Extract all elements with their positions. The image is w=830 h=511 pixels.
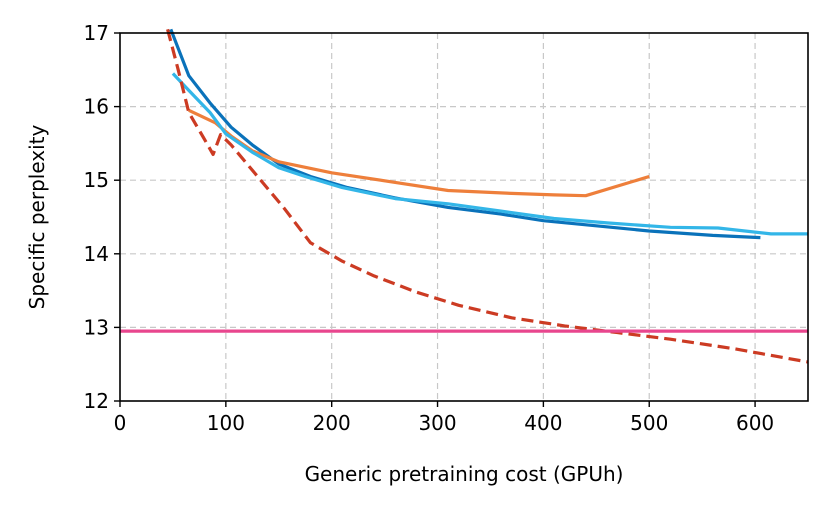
x-tick-label: 200 bbox=[313, 411, 351, 435]
series-orange-line bbox=[188, 108, 650, 198]
series-group bbox=[120, 28, 809, 364]
x-tick-label: 100 bbox=[207, 411, 245, 435]
series-red-dashed-line bbox=[166, 28, 809, 364]
y-tick-label: 17 bbox=[84, 21, 109, 45]
y-axis-label: Specific perplexity bbox=[25, 124, 49, 309]
grid bbox=[120, 33, 808, 401]
x-tick-label: 500 bbox=[630, 411, 668, 435]
y-tick-label: 12 bbox=[84, 389, 109, 413]
x-tick-label: 0 bbox=[114, 411, 127, 435]
y-tick-label: 13 bbox=[84, 315, 109, 339]
y-tick-label: 14 bbox=[84, 242, 109, 266]
x-tick-label: 600 bbox=[736, 411, 774, 435]
x-tick-label: 400 bbox=[524, 411, 562, 435]
y-tick-label: 16 bbox=[84, 95, 109, 119]
plot-frame bbox=[119, 32, 809, 402]
x-tick-label: 300 bbox=[418, 411, 456, 435]
series-light-blue-line bbox=[171, 72, 808, 236]
x-axis-label: Generic pretraining cost (GPUh) bbox=[305, 462, 624, 486]
axis-ticks: 0 100 200 300 400 500 600 12 13 14 15 16 17 bbox=[84, 21, 775, 435]
y-tick-label: 15 bbox=[84, 168, 109, 192]
